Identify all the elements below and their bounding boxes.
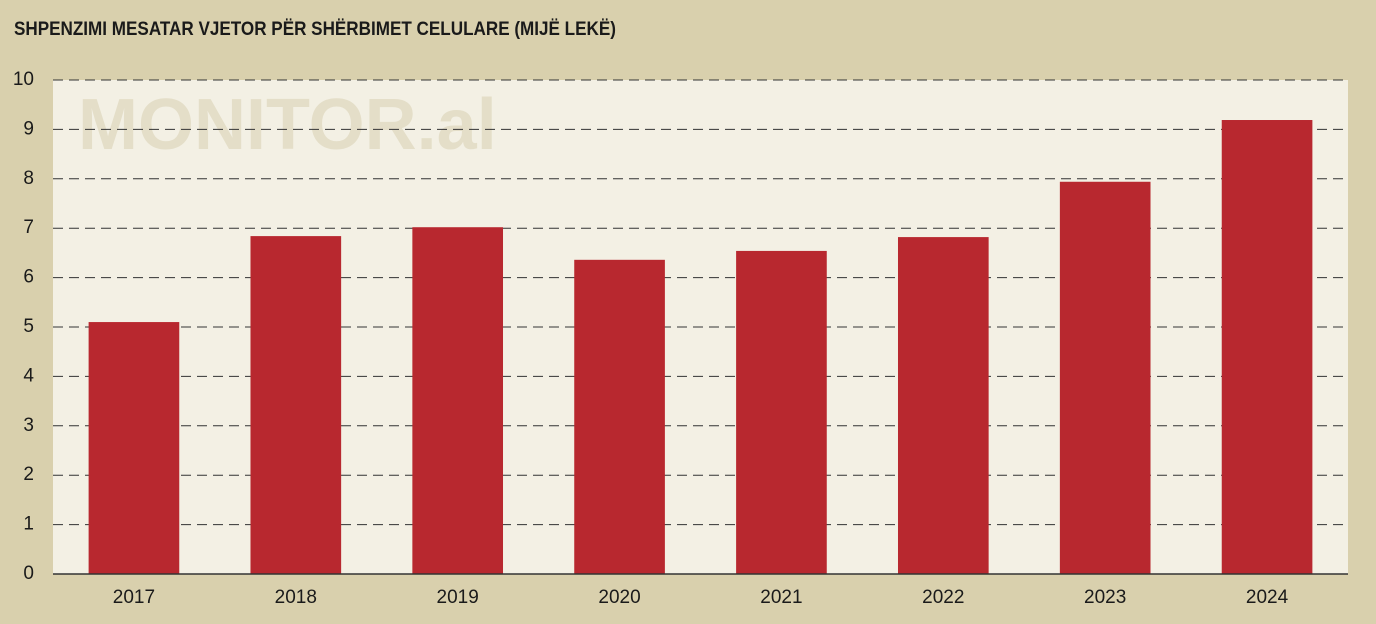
y-tick-label: 1 <box>23 514 34 535</box>
x-tick-label: 2018 <box>275 587 317 608</box>
y-tick-label: 2 <box>23 464 34 485</box>
y-tick-label: 7 <box>23 217 34 238</box>
chart-title: SHPENZIMI MESATAR VJETOR PËR SHËRBIMET C… <box>14 18 616 39</box>
x-tick-label: 2021 <box>760 587 802 608</box>
y-tick-label: 4 <box>23 365 34 386</box>
x-tick-label: 2024 <box>1246 587 1289 608</box>
y-tick-label: 3 <box>23 415 34 436</box>
x-tick-label: 2022 <box>922 587 964 608</box>
y-tick-label: 9 <box>23 118 34 139</box>
bar <box>897 237 989 575</box>
y-tick-label: 8 <box>23 168 34 189</box>
bar <box>574 259 665 574</box>
x-tick-label: 2019 <box>437 587 479 608</box>
x-tick-label: 2017 <box>113 587 155 608</box>
bar <box>88 322 180 574</box>
bar <box>1221 120 1313 574</box>
y-tick-label: 0 <box>23 563 34 584</box>
y-tick-label: 10 <box>13 69 34 90</box>
x-tick-label: 2020 <box>598 587 640 608</box>
bar <box>412 227 504 574</box>
bar <box>1059 181 1151 575</box>
bar <box>250 236 342 574</box>
watermark: MONITOR.al <box>78 85 497 165</box>
y-tick-label: 6 <box>23 267 34 288</box>
x-tick-label: 2023 <box>1084 587 1126 608</box>
bar <box>736 250 827 574</box>
y-tick-label: 5 <box>23 316 34 337</box>
